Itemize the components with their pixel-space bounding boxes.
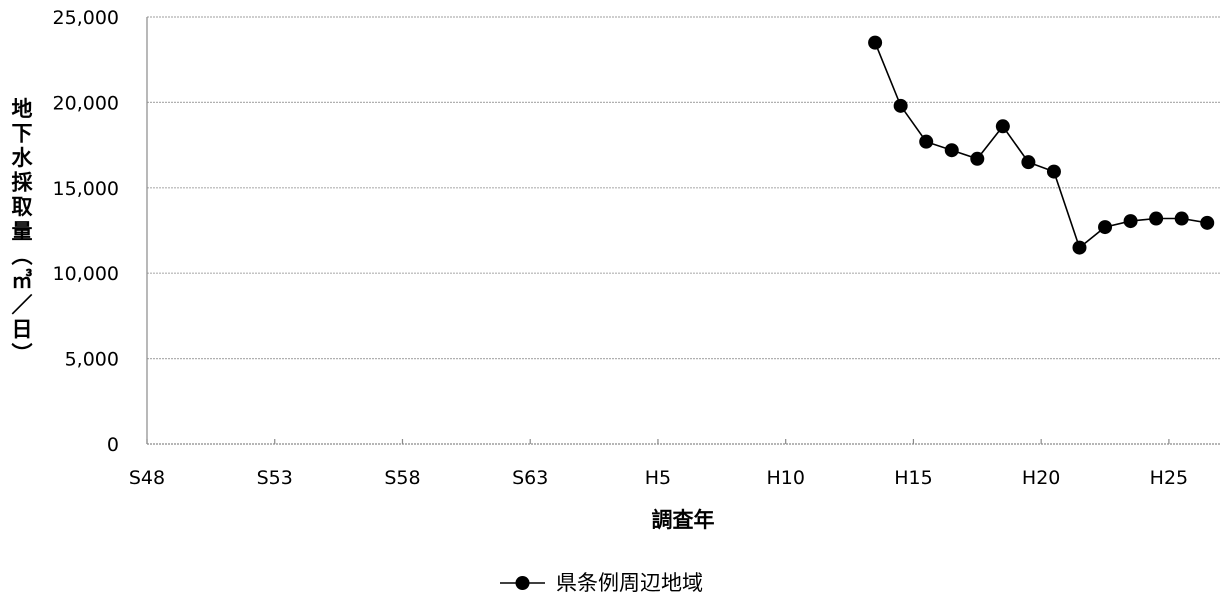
y-axis-title-char: 日 <box>12 318 33 342</box>
data-point <box>868 35 883 50</box>
y-tick-label: 20,000 <box>53 92 119 114</box>
y-axis-title-char: ／ <box>12 293 33 317</box>
x-axis-title: 調査年 <box>652 508 715 532</box>
axes <box>146 17 1220 445</box>
x-tick-label: S48 <box>129 467 165 489</box>
series <box>868 35 1215 255</box>
gridlines <box>147 16 1220 360</box>
y-axis-title-char: 量 <box>12 220 33 244</box>
x-tick-label: H25 <box>1150 467 1188 489</box>
data-point <box>919 134 934 149</box>
y-axis-title-char: 地 <box>12 97 33 121</box>
data-point <box>1046 164 1061 179</box>
y-axis-title-char: 採 <box>12 171 34 195</box>
data-point <box>1021 155 1036 170</box>
data-point <box>995 119 1010 134</box>
data-point <box>1149 211 1164 226</box>
x-tick-label: H20 <box>1022 467 1060 489</box>
y-axis-title-char: （ <box>9 245 33 266</box>
y-axis-title-char: ㎥ <box>12 269 33 293</box>
x-tick-label: H10 <box>766 467 804 489</box>
y-axis-title-char: 下 <box>12 122 33 146</box>
y-tick-label: 15,000 <box>53 178 119 200</box>
x-tick-label: S53 <box>257 467 293 489</box>
data-point <box>1123 214 1138 229</box>
data-point <box>944 143 959 158</box>
y-axis-title-char: 水 <box>12 146 34 170</box>
y-tick-label: 5,000 <box>65 349 119 371</box>
data-point <box>1200 215 1215 230</box>
data-point <box>1174 211 1189 226</box>
x-tick-label: S63 <box>512 467 548 489</box>
y-axis-title-char: ） <box>9 343 33 364</box>
y-tick-labels: 0 5,000 10,000 15,000 20,000 25,000 <box>53 7 119 456</box>
data-point <box>1072 240 1087 255</box>
y-tick-label: 10,000 <box>53 263 119 285</box>
data-point <box>970 151 985 166</box>
data-point <box>1098 220 1113 235</box>
y-tick-label: 25,000 <box>53 7 119 29</box>
data-point <box>893 98 908 113</box>
x-tick-label: H5 <box>645 467 671 489</box>
legend-label: 県条例周辺地域 <box>556 571 703 595</box>
x-tick-label: H15 <box>894 467 932 489</box>
x-tick-labels: S48 S53 S58 S63 H5 H10 H15 H20 H25 <box>129 439 1188 489</box>
legend: 県条例周辺地域 <box>500 571 703 595</box>
y-tick-label: 0 <box>107 434 119 456</box>
y-axis-title-char: 取 <box>12 195 33 219</box>
x-tick-label: S58 <box>384 467 420 489</box>
legend-marker <box>515 576 530 590</box>
